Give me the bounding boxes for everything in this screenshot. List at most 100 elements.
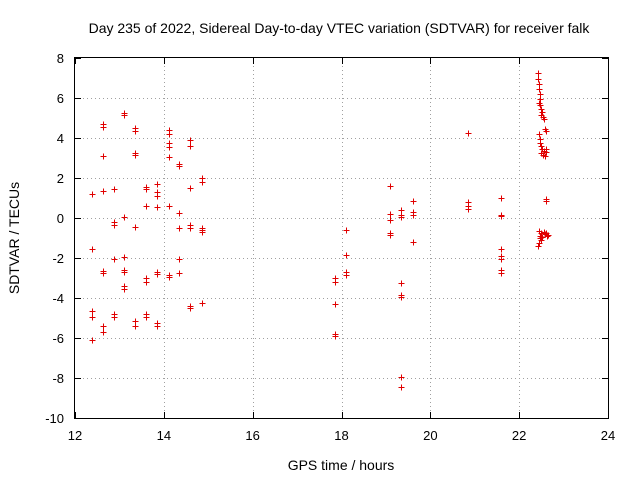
data-point [176, 256, 183, 263]
data-point [100, 188, 107, 195]
data-point [166, 154, 173, 161]
data-point [387, 217, 394, 224]
data-point [498, 270, 505, 277]
data-point [89, 314, 96, 321]
data-point [143, 314, 150, 321]
data-point [121, 269, 128, 276]
data-point [387, 232, 394, 239]
data-point [536, 86, 543, 93]
data-point [498, 213, 505, 220]
plot-frame [74, 57, 609, 419]
y-tick-label: -10 [45, 411, 64, 426]
data-point [498, 195, 505, 202]
data-point [199, 300, 206, 307]
data-point [539, 109, 546, 116]
data-point [543, 198, 550, 205]
data-point [537, 102, 544, 109]
data-point [498, 256, 505, 263]
data-point [100, 323, 107, 330]
data-point [143, 186, 150, 193]
data-point [343, 272, 350, 279]
data-point [332, 301, 339, 308]
y-tick-label: -4 [52, 291, 64, 306]
data-point [187, 225, 194, 232]
data-point [154, 271, 161, 278]
y-tick-label: 0 [57, 211, 64, 226]
data-point [410, 212, 417, 219]
y-tick-label: 2 [57, 171, 64, 186]
data-point [398, 384, 405, 391]
data-point [154, 323, 161, 330]
y-axis-label: SDTVAR / TECUs [6, 182, 22, 294]
y-tick-label: 8 [57, 51, 64, 66]
data-point [89, 246, 96, 253]
data-point [132, 152, 139, 159]
data-point [343, 252, 350, 259]
data-point [465, 206, 472, 213]
data-point [132, 128, 139, 135]
data-point [543, 149, 550, 156]
y-tick-label: 6 [57, 91, 64, 106]
x-tick-label: 12 [68, 428, 82, 443]
data-point [166, 203, 173, 210]
data-point [121, 286, 128, 293]
data-point [132, 224, 139, 231]
data-point [535, 243, 542, 250]
data-point [332, 279, 339, 286]
data-point [166, 131, 173, 138]
data-point [199, 179, 206, 186]
data-point [100, 124, 107, 131]
x-tick-label: 18 [334, 428, 348, 443]
x-tick-label: 22 [512, 428, 526, 443]
data-point [410, 198, 417, 205]
data-point [398, 374, 405, 381]
data-point [132, 323, 139, 330]
data-point [398, 214, 405, 221]
data-point [176, 270, 183, 277]
data-point [100, 153, 107, 160]
data-point [387, 183, 394, 190]
data-points [89, 70, 552, 391]
y-tick-label: -8 [52, 371, 64, 386]
data-point [387, 211, 394, 218]
data-point [538, 106, 545, 113]
x-tick-label: 16 [245, 428, 259, 443]
data-point [544, 233, 551, 240]
data-point [343, 227, 350, 234]
data-point [154, 204, 161, 211]
data-point [541, 116, 548, 123]
data-point [166, 144, 173, 151]
data-point [121, 214, 128, 221]
chart-title: Day 235 of 2022, Sidereal Day-to-day VTE… [89, 20, 591, 36]
y-tick-label: -6 [52, 331, 64, 346]
data-point [536, 240, 543, 247]
data-point [143, 203, 150, 210]
data-point [143, 279, 150, 286]
data-point [542, 153, 549, 160]
x-tick-label: 24 [601, 428, 615, 443]
y-tick-label: 4 [57, 131, 64, 146]
x-tick-label: 20 [423, 428, 437, 443]
grid [75, 58, 608, 418]
data-point [543, 128, 550, 135]
data-point [537, 96, 544, 103]
data-point [154, 181, 161, 188]
data-point [398, 280, 405, 287]
data-point [535, 76, 542, 83]
data-point [410, 239, 417, 246]
data-point [111, 186, 118, 193]
data-point [187, 143, 194, 150]
data-point [176, 163, 183, 170]
data-point [100, 329, 107, 336]
data-point [154, 193, 161, 200]
y-tick-label: -2 [52, 251, 64, 266]
data-point [176, 210, 183, 217]
data-point [176, 225, 183, 232]
data-point [111, 222, 118, 229]
data-point [537, 140, 544, 147]
data-point [121, 254, 128, 261]
data-point [121, 112, 128, 119]
data-point [111, 256, 118, 263]
data-point [166, 274, 173, 281]
